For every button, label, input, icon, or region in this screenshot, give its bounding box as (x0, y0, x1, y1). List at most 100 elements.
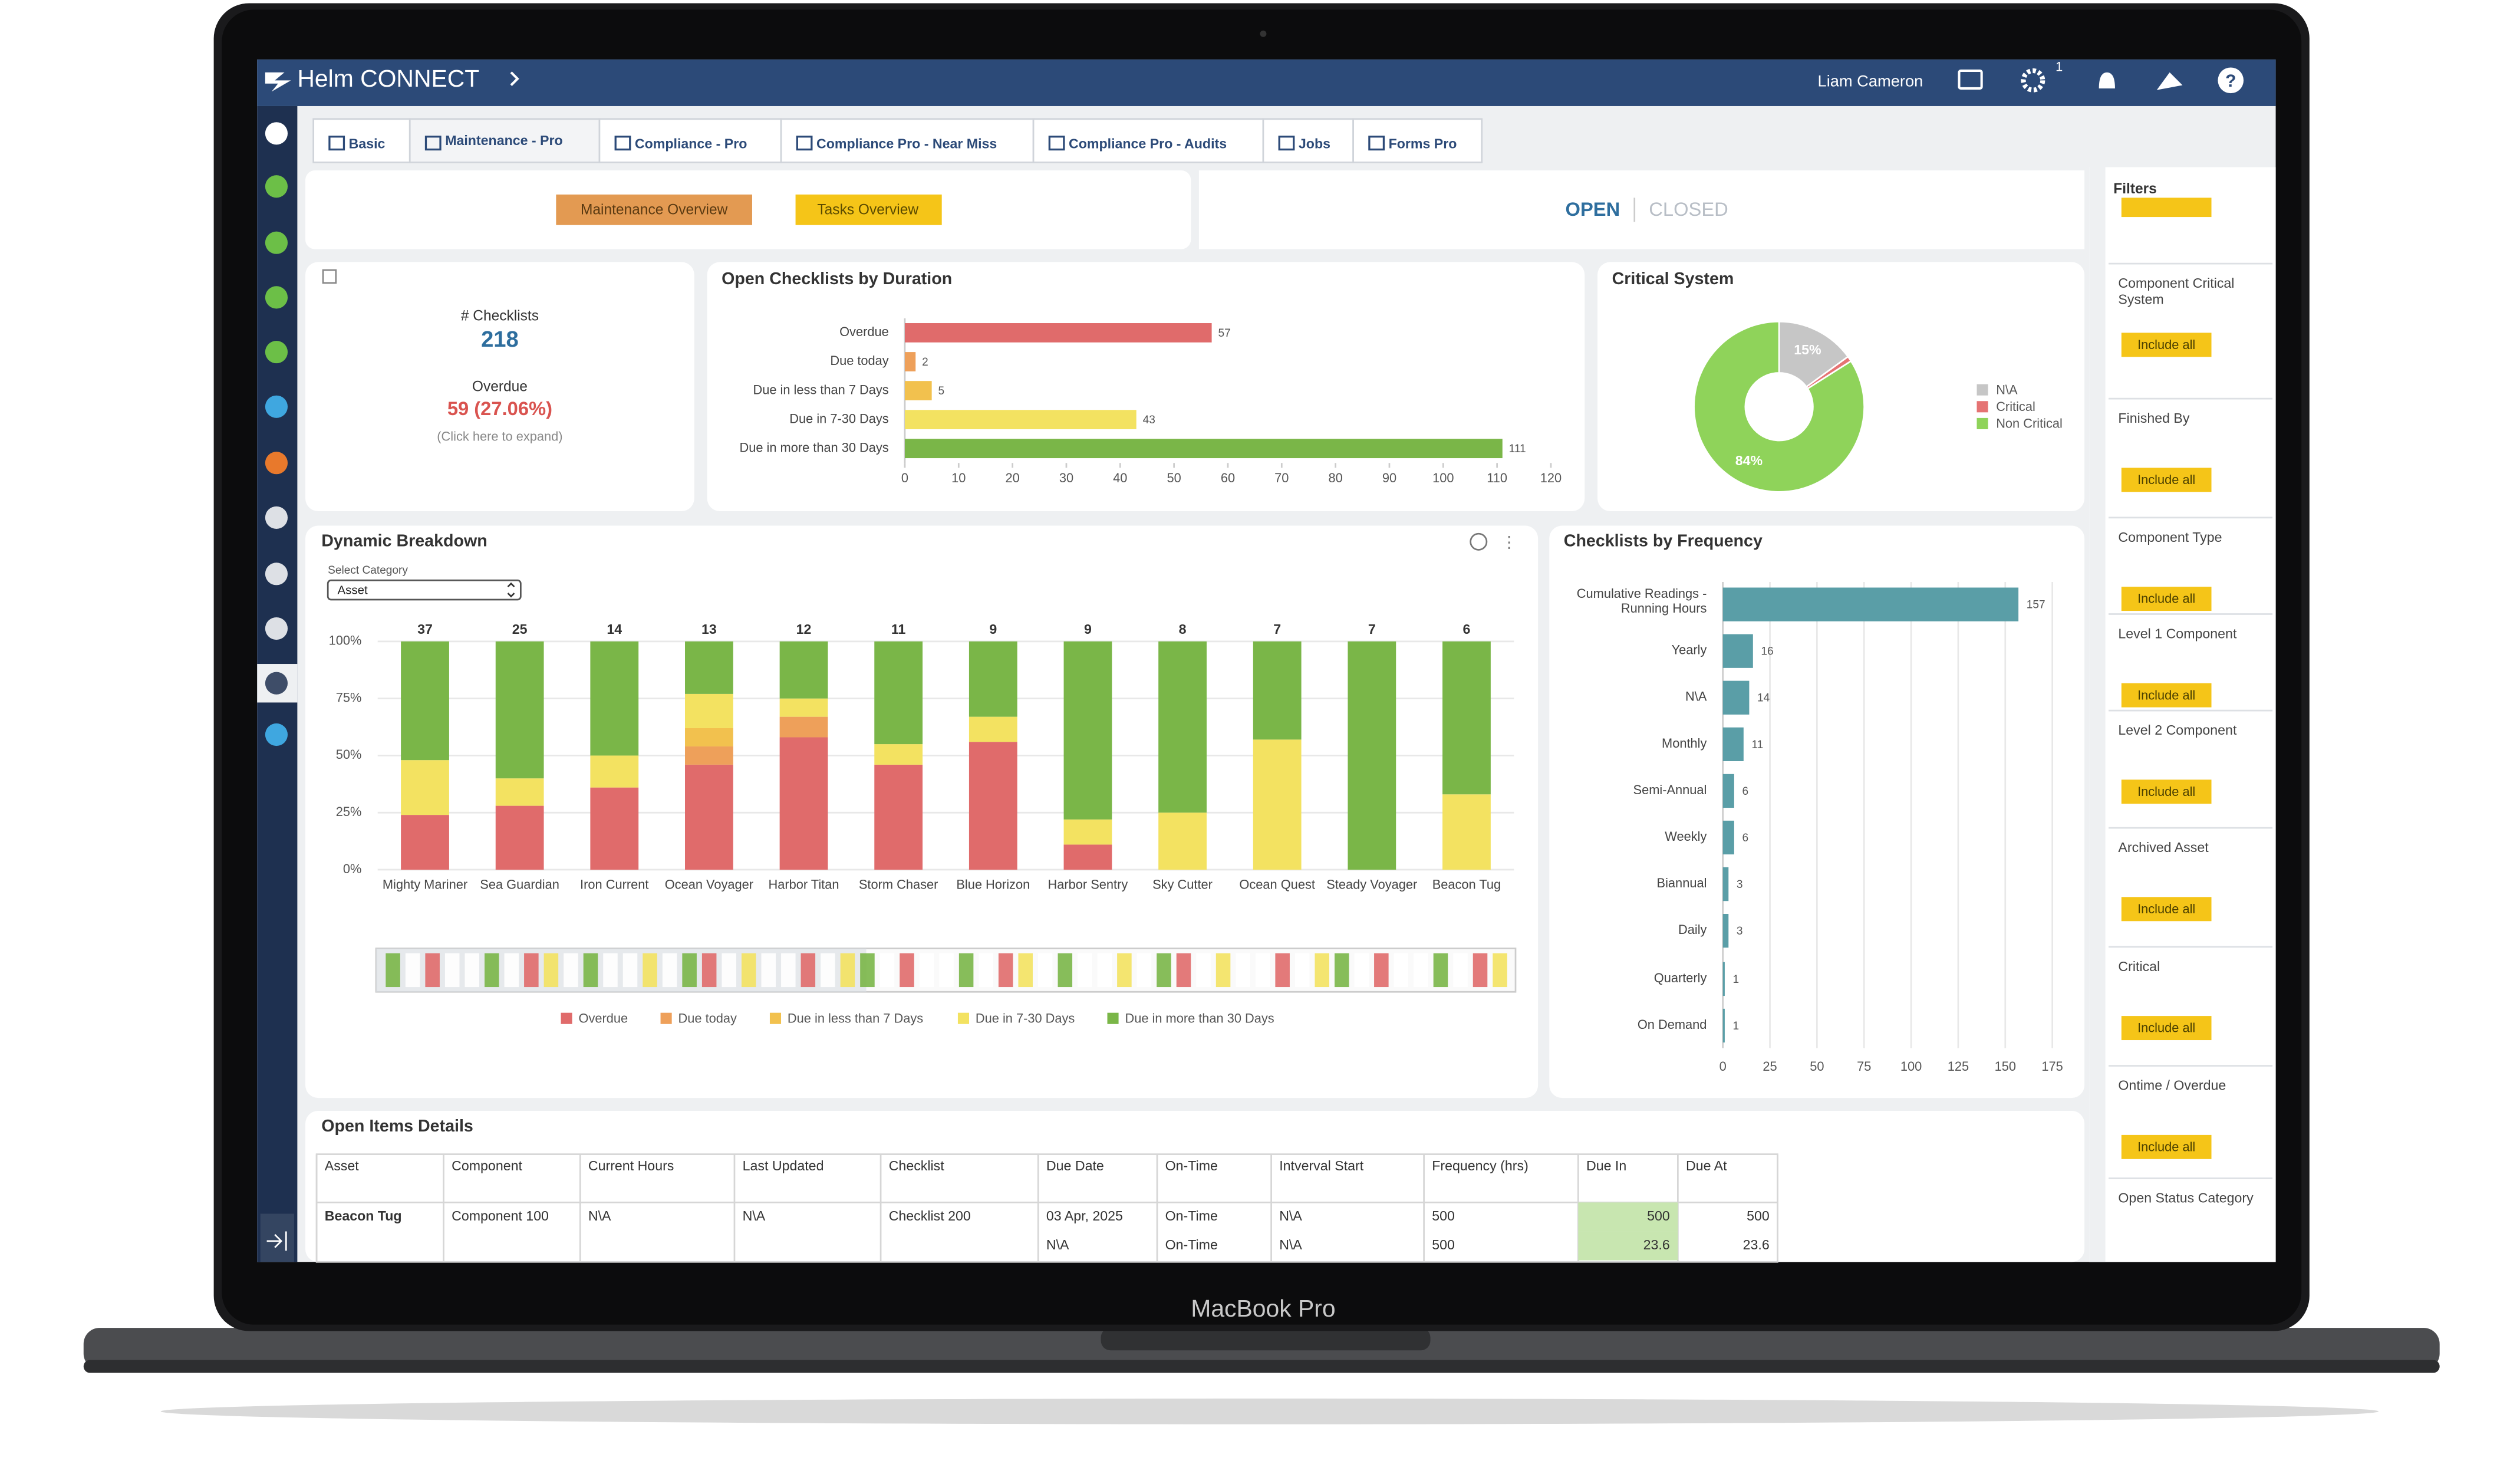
x-tick-label-box: Mighty Mariner (383, 878, 467, 893)
info-icon[interactable] (1470, 532, 1488, 551)
button-label[interactable]: Maintenance Overview (581, 202, 728, 218)
filter-label[interactable]: Level 2 Component (2118, 723, 2237, 738)
bar-segment (401, 760, 449, 815)
expand-icon[interactable] (322, 269, 337, 284)
tab[interactable] (1352, 118, 1483, 163)
sidebar-icon[interactable] (265, 341, 288, 364)
tab-label[interactable]: Basic (349, 136, 386, 152)
filters-title: Filters (2113, 181, 2157, 197)
value-label: 16 (1761, 646, 1773, 658)
tab[interactable] (1262, 118, 1354, 163)
include-all-button[interactable] (2121, 587, 2212, 611)
overdue-label: Overdue (472, 379, 528, 395)
y-tick-label: 100% (329, 633, 362, 648)
bell-icon[interactable] (2099, 72, 2115, 88)
y-tick-label: Daily (1678, 922, 1707, 937)
x-tick-label: Beacon Tug (1432, 877, 1501, 893)
bar (904, 410, 1137, 429)
menu-icon[interactable]: ⋮ (1501, 533, 1517, 551)
filter-label[interactable]: Ontime / Overdue (2118, 1078, 2226, 1094)
navigator-bar (1335, 953, 1349, 988)
due-in-cell (1578, 1202, 1678, 1232)
include-all-button[interactable] (2121, 897, 2212, 922)
value-label: 3 (1737, 879, 1743, 891)
tab[interactable] (1032, 118, 1264, 163)
table-cell: On-Time (1165, 1237, 1218, 1252)
sidebar-icon[interactable] (265, 286, 288, 309)
expand-hint[interactable]: (Click here to expand) (437, 429, 562, 443)
sidebar-icon[interactable] (265, 452, 288, 475)
filter-label[interactable]: Critical (2118, 959, 2160, 975)
x-tick-label: 20 (1006, 471, 1020, 485)
filter-label[interactable]: Level 1 Component (2118, 627, 2237, 641)
tab-label[interactable]: Jobs (1299, 136, 1330, 152)
total-label: 37 (417, 621, 433, 637)
legend-swatch (1977, 417, 1988, 429)
select-value[interactable]: Asset (338, 583, 368, 597)
include-all-label[interactable]: Include all (2137, 687, 2195, 702)
tab-label[interactable]: Maintenance - Pro (445, 133, 562, 148)
button-label[interactable]: Tasks Overview (817, 202, 918, 218)
include-all-label[interactable]: Include all (2137, 1021, 2195, 1035)
brand[interactable]: Helm CONNECT (297, 65, 479, 92)
overdue-count[interactable]: 59 (27.06%) (447, 397, 552, 419)
bar-segment (590, 755, 639, 788)
filter-label[interactable]: Archived Asset (2118, 840, 2209, 856)
collapse-icon[interactable] (266, 1231, 287, 1251)
include-all-button[interactable] (2121, 468, 2212, 492)
include-all-label[interactable]: Include all (2137, 472, 2195, 487)
table-cell: N\A (588, 1208, 611, 1223)
filter-label[interactable]: Component Type (2118, 530, 2222, 545)
plane-icon[interactable] (2156, 72, 2183, 90)
sidebar-icon[interactable] (265, 562, 288, 585)
include-all-label[interactable]: Include all (2137, 337, 2195, 352)
legend-swatch (660, 1012, 672, 1024)
include-all-label[interactable]: Include all (2137, 591, 2195, 606)
help-icon[interactable] (2218, 67, 2244, 94)
filter-label[interactable]: Finished By (2118, 411, 2190, 426)
table-cell: N\A (1279, 1208, 1302, 1223)
tab[interactable] (780, 118, 1035, 163)
include-all-button[interactable] (2121, 683, 2212, 708)
include-all-label[interactable]: Include all (2137, 1139, 2195, 1154)
tab[interactable] (409, 118, 601, 163)
sidebar-icon[interactable] (265, 617, 288, 640)
navigator-bar (1097, 953, 1112, 988)
maintenance-overview-button[interactable] (556, 194, 752, 225)
filter-label[interactable]: Component Critical System (2118, 276, 2235, 307)
sidebar-icon[interactable] (265, 122, 288, 145)
include-all-button[interactable] (2121, 333, 2212, 357)
tab-label[interactable]: Forms Pro (1389, 136, 1457, 152)
legend-label: Due in 7-30 Days (976, 1011, 1075, 1025)
tab-label[interactable]: Compliance - Pro (635, 136, 747, 152)
include-all-button[interactable] (2121, 779, 2212, 804)
x-tick-label: Blue Horizon (956, 877, 1030, 893)
sidebar-icon[interactable] (265, 231, 288, 254)
bar-segment (1348, 641, 1396, 870)
user-name[interactable]: Liam Cameron (1818, 71, 1923, 90)
include-all-button[interactable] (2121, 1134, 2212, 1159)
tasks-overview-button[interactable] (795, 194, 942, 225)
include-all-label[interactable]: Include all (2137, 902, 2195, 916)
closed-toggle[interactable]: CLOSED (1649, 198, 1728, 220)
sidebar-icon[interactable] (265, 723, 288, 746)
sidebar-icon[interactable] (265, 672, 288, 695)
logo[interactable] (265, 72, 291, 92)
value-label: 157 (2027, 599, 2045, 611)
sidebar-icon[interactable] (265, 175, 288, 198)
filters-gutter (2089, 167, 2106, 1262)
sidebar-icon[interactable] (265, 395, 288, 418)
include-all-button[interactable] (2121, 1016, 2212, 1041)
monitor-icon[interactable] (1958, 69, 1983, 90)
sidebar-icon[interactable] (265, 506, 288, 529)
table-cell: On-Time (1165, 1208, 1218, 1223)
bar-segment (401, 641, 449, 761)
filter-label[interactable]: Open Status Category (2118, 1191, 2254, 1206)
tab-label[interactable]: Compliance Pro - Near Miss (816, 136, 997, 152)
column-header-box: Intverval Start (1279, 1159, 1363, 1173)
open-toggle[interactable]: OPEN (1566, 198, 1620, 220)
tab-label[interactable]: Compliance Pro - Audits (1069, 136, 1227, 152)
category-select[interactable] (327, 579, 522, 601)
include-all-label[interactable]: Include all (2137, 784, 2195, 799)
x-tick-label: Sky Cutter (1152, 877, 1213, 893)
